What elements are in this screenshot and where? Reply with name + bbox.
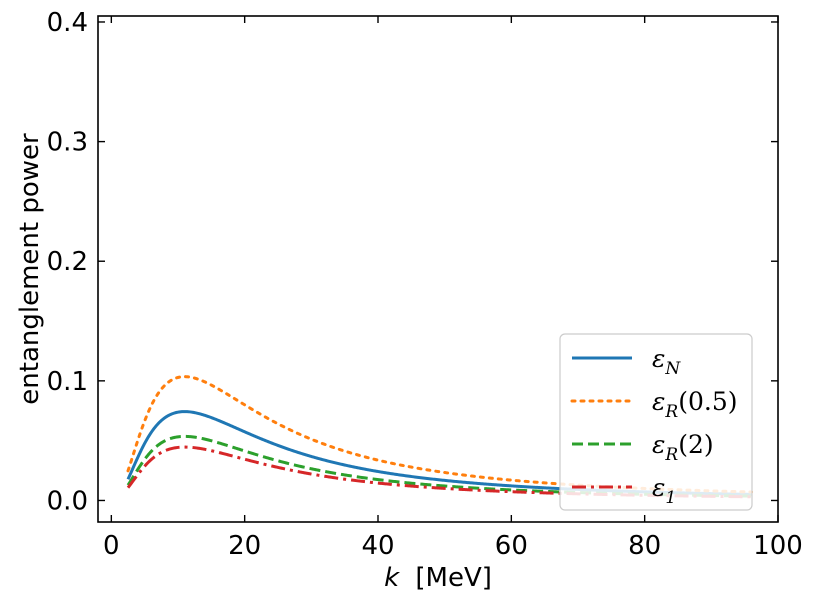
legend-box: [559, 333, 753, 511]
y-tick-label: 0.1: [47, 367, 88, 397]
legend-label-2: εR(2): [652, 430, 714, 465]
x-axis-variable: k: [384, 563, 400, 593]
y-axis-label: entanglement power: [15, 133, 45, 405]
legend-label-3: ε1: [652, 473, 676, 508]
legend-label-1: εR(0.5): [652, 387, 738, 422]
series-line-1: [126, 375, 753, 494]
y-tick-label: 0.0: [47, 486, 88, 516]
plot-frame: [97, 15, 779, 523]
x-tick-label: 20: [228, 531, 261, 561]
x-tick-label: 60: [495, 531, 528, 561]
ticks-layer: 0 20 40 60 80 100 0.0 0.1 0.2 0.3 0.4: [47, 8, 803, 561]
y-tick-label: 0.2: [47, 247, 88, 277]
legend: εN εR(0.5) εR(2) ε1: [559, 333, 753, 511]
x-tick-label: 80: [628, 531, 661, 561]
series-line-3: [126, 445, 752, 499]
x-tick-label: 0: [103, 531, 120, 561]
legend-label-0: εN: [652, 344, 681, 379]
x-axis-label: k [MeV]: [384, 563, 492, 593]
y-tick-label: 0.4: [47, 8, 88, 38]
x-tick-label: 100: [753, 531, 803, 561]
y-tick-label: 0.3: [47, 128, 88, 158]
x-tick-label: 40: [361, 531, 394, 561]
x-axis-unit: [MeV]: [415, 563, 492, 593]
